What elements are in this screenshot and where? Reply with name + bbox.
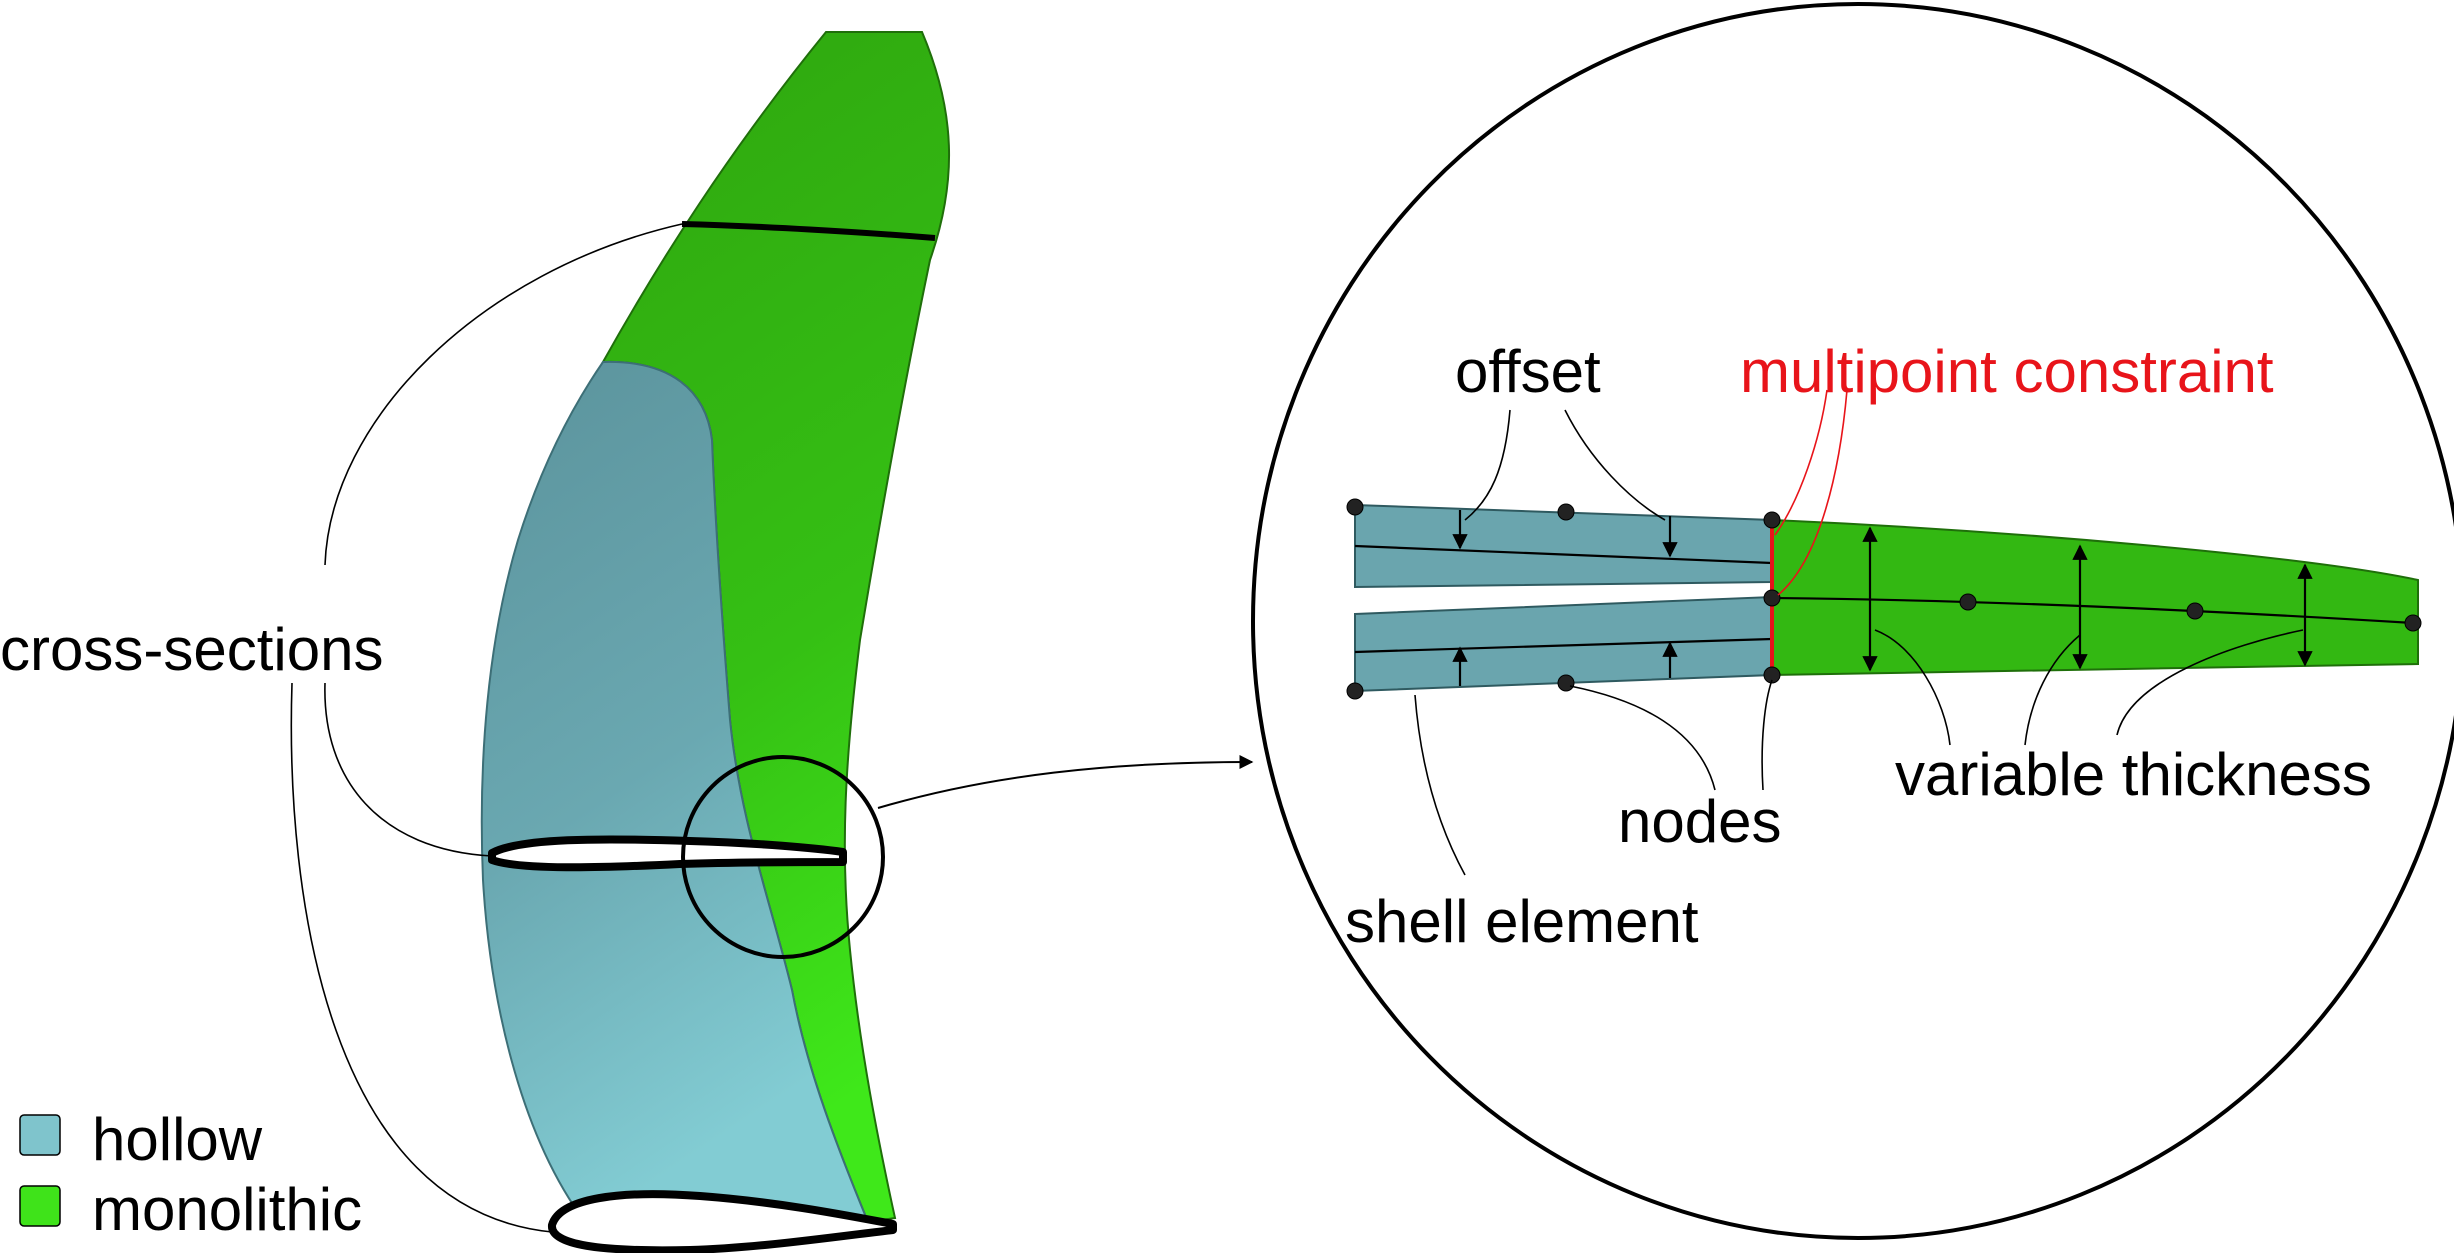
node <box>1959 593 1977 611</box>
shell-element-label: shell element <box>1345 888 1699 955</box>
zoom-marker-circle <box>681 755 885 959</box>
nodes-group <box>1346 498 2422 700</box>
detail-view: offset multipoint constraint nodes varia… <box>1251 2 2454 1240</box>
node <box>1763 589 1781 607</box>
detail-leaders <box>1414 389 2304 876</box>
legend-label-monolithic: monolithic <box>92 1176 362 1243</box>
cross-sections-leaders <box>290 223 683 1233</box>
node <box>2404 614 2422 632</box>
blade <box>480 31 951 1255</box>
node <box>1557 503 1575 521</box>
node <box>1763 511 1781 529</box>
legend-swatch-hollow <box>19 1114 61 1156</box>
multipoint-constraint-label: multipoint constraint <box>1740 338 2274 405</box>
node <box>1346 498 1364 516</box>
cross-section-bottom <box>548 1190 897 1255</box>
shell-midline-bottom <box>1354 637 1773 654</box>
cross-section-middle <box>488 835 847 872</box>
offset-label: offset <box>1455 338 1601 405</box>
cross-sections-label: cross-sections <box>0 616 383 683</box>
hollow-region <box>480 360 870 1224</box>
legend: hollow monolithic <box>19 1106 362 1243</box>
cross-section-top <box>681 221 936 241</box>
shell-midline-top <box>1354 544 1773 565</box>
node <box>1763 666 1781 684</box>
variable-thickness-label: variable thickness <box>1895 741 2372 808</box>
monolithic-midline <box>1771 596 2414 625</box>
nodes-label: nodes <box>1618 788 1781 855</box>
node <box>1557 674 1575 692</box>
node <box>1346 682 1364 700</box>
node <box>2186 602 2204 620</box>
zoom-connector-arrow <box>877 755 1254 809</box>
monolithic-strip <box>1771 518 2419 677</box>
legend-label-hollow: hollow <box>92 1106 263 1173</box>
legend-swatch-monolithic <box>19 1185 61 1227</box>
